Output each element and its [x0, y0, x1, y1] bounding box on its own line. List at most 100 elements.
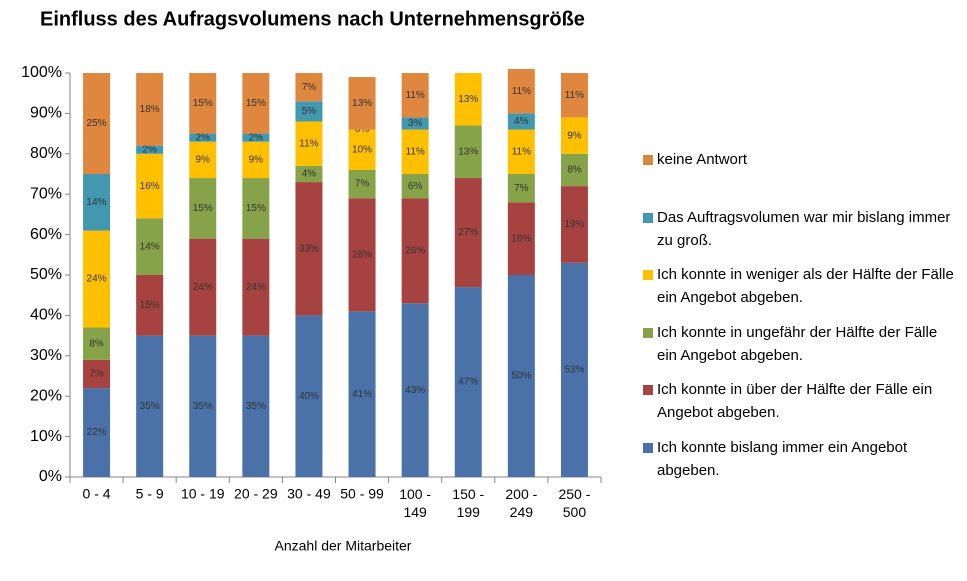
- bar-segment: [136, 153, 164, 219]
- y-tick-label: 100%: [21, 64, 62, 81]
- data-label: 50%: [511, 371, 531, 382]
- y-tick-label: 20%: [30, 387, 62, 404]
- data-label: 25%: [87, 118, 107, 129]
- bar-segment: [242, 141, 270, 179]
- bar-segment: [83, 388, 111, 477]
- data-label: 14%: [87, 197, 107, 208]
- bar-segment: [507, 129, 535, 174]
- data-label: 15%: [246, 203, 266, 214]
- data-label: 40%: [299, 391, 319, 402]
- data-label: 6%: [408, 181, 423, 192]
- data-label: 7%: [302, 82, 317, 93]
- legend-item: Ich konnte in ungefähr der Hälfte der Fä…: [640, 321, 955, 379]
- bar-segment: [560, 117, 588, 154]
- bar-segment: [295, 315, 323, 477]
- data-label: 35%: [193, 401, 213, 412]
- bar-segment: [295, 101, 323, 122]
- bar-segment: [454, 178, 482, 288]
- bar-segment: [507, 202, 535, 275]
- data-label: 33%: [299, 243, 319, 254]
- bar-segment: [348, 77, 376, 130]
- bar-segment: [560, 186, 588, 263]
- legend-label: keine Antwort: [657, 151, 748, 168]
- bar-segment: [401, 117, 429, 130]
- legend-item: Ich konnte bislang immer ein Angebot abg…: [640, 436, 955, 494]
- bar-segment: [136, 275, 164, 336]
- bar-segment: [507, 113, 535, 130]
- data-label: 8%: [89, 338, 104, 349]
- data-label: 26%: [405, 245, 425, 256]
- data-label: 4%: [302, 169, 317, 180]
- data-label: 7%: [89, 369, 104, 380]
- y-tick-label: 50%: [30, 266, 62, 283]
- x-tick-label: 200 -249: [505, 486, 537, 520]
- bar-segment: [401, 129, 429, 174]
- x-tick-label: 150 -199: [452, 486, 484, 520]
- bar-segment: [136, 145, 164, 154]
- data-label: 2%: [196, 132, 211, 143]
- data-label: 0%: [355, 124, 370, 135]
- x-axis-label: Anzahl der Mitarbeiter: [275, 538, 412, 554]
- data-label: 7%: [355, 179, 370, 190]
- bar-segment: [189, 133, 217, 142]
- x-tick-label: 30 - 49: [287, 486, 331, 502]
- data-label: 15%: [246, 98, 266, 109]
- bar-segment: [242, 335, 270, 477]
- bar-segment: [401, 73, 429, 118]
- y-tick-label: 40%: [30, 307, 62, 324]
- y-tick-label: 60%: [30, 226, 62, 243]
- bar-segment: [189, 178, 217, 239]
- legend-item: Ich konnte in weniger als der Hälfte der…: [640, 263, 955, 321]
- bar-segment: [83, 174, 111, 231]
- data-label: 16%: [140, 181, 160, 192]
- bar-segment: [454, 125, 482, 179]
- bar-segment: [189, 335, 217, 477]
- bar-segment: [242, 178, 270, 239]
- legend-swatch: [643, 442, 653, 453]
- bar-segment: [295, 121, 323, 166]
- data-label: 5%: [302, 106, 317, 117]
- data-label: 24%: [87, 274, 107, 285]
- bar-segment: [189, 238, 217, 336]
- bar-segment: [507, 68, 535, 114]
- bar-segment: [242, 238, 270, 336]
- bar-segment: [348, 311, 376, 477]
- bar-segment: [242, 133, 270, 142]
- x-tick-label: 250 -500: [558, 486, 590, 520]
- legend-item: keine Antwort: [640, 148, 955, 206]
- chart-title: Einfluss des Aufragsvolumens nach Untern…: [40, 8, 585, 30]
- data-label: 43%: [405, 385, 425, 396]
- legend-label: Ich konnte bislang immer ein Angebot abg…: [657, 438, 908, 479]
- bar-segment: [83, 230, 111, 328]
- data-label: 13%: [458, 94, 478, 105]
- bar-segment: [136, 73, 164, 146]
- bar-segment: [348, 198, 376, 312]
- x-tick-label: 20 - 29: [234, 486, 278, 502]
- data-label: 24%: [246, 282, 266, 293]
- y-tick-label: 80%: [30, 145, 62, 162]
- bar-segment: [348, 169, 376, 199]
- bar-segment: [560, 153, 588, 187]
- bar-segment: [560, 262, 588, 477]
- bar-segment: [560, 73, 588, 118]
- data-label: 14%: [140, 241, 160, 252]
- bar-segment: [136, 218, 164, 275]
- bar-segment: [454, 287, 482, 477]
- data-label: 9%: [567, 130, 582, 141]
- legend-item: Ich konnte in über der Hälfte der Fälle …: [640, 378, 955, 436]
- data-label: 8%: [567, 165, 582, 176]
- data-label: 3%: [408, 118, 423, 129]
- data-label: 7%: [514, 183, 529, 194]
- data-label: 2%: [142, 144, 157, 155]
- data-label: 35%: [140, 401, 160, 412]
- legend-item: Das Auftragsvolumen war mir bislang imme…: [640, 206, 955, 264]
- data-label: 15%: [193, 203, 213, 214]
- legend-swatch: [643, 212, 653, 223]
- legend-swatch: [643, 270, 653, 280]
- legend-label: Das Auftragsvolumen war mir bislang imme…: [657, 208, 951, 249]
- bar-segment: [83, 327, 111, 360]
- data-label: 9%: [249, 155, 264, 166]
- data-label: 11%: [512, 146, 531, 157]
- data-label: 13%: [352, 98, 372, 109]
